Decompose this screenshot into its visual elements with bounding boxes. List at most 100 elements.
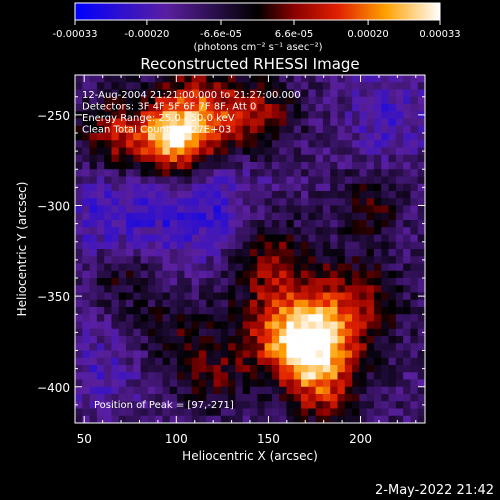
heatmap-cell (395, 278, 404, 286)
heatmap-cell (279, 212, 287, 221)
heatmap-cell (322, 263, 331, 272)
heatmap-cell (388, 299, 397, 308)
heatmap-cell (337, 96, 346, 105)
heatmap-cell (75, 307, 83, 315)
heatmap-cell (213, 154, 222, 163)
heatmap-cell (140, 212, 149, 221)
heatmap-cell (373, 154, 382, 163)
heatmap-cell (184, 125, 193, 134)
heatmap-cell (301, 350, 309, 359)
heatmap-cell (366, 169, 375, 177)
heatmap-cell (344, 75, 353, 83)
heatmap-cell (359, 227, 368, 235)
heatmap-cell (126, 401, 134, 409)
heatmap-cell (162, 314, 171, 322)
heatmap-cell (308, 249, 317, 257)
heatmap-cell (96, 307, 105, 315)
heatmap-cell (162, 249, 171, 257)
heatmap-cell (140, 133, 149, 141)
heatmap-cell (169, 205, 178, 214)
heatmap-cell (301, 227, 309, 235)
heatmap-cell (395, 249, 404, 257)
heatmap-cell (155, 394, 163, 402)
heatmap-cell (417, 350, 426, 359)
heatmap-cell (344, 386, 353, 395)
heatmap-cell (330, 343, 338, 351)
heatmap-cell (220, 314, 229, 322)
heatmap-cell (330, 321, 338, 330)
heatmap-cell (242, 205, 251, 214)
heatmap-cell (322, 205, 331, 214)
heatmap-cell (315, 321, 324, 330)
heatmap-cell (286, 118, 295, 127)
heatmap-cell (403, 336, 411, 344)
heatmap-cell (213, 328, 222, 337)
heatmap-cell (184, 140, 193, 148)
heatmap-cell (155, 133, 163, 141)
heatmap-cell (162, 154, 171, 163)
heatmap-cell (337, 104, 346, 112)
heatmap-cell (388, 162, 397, 170)
heatmap-cell (279, 372, 287, 380)
heatmap-cell (235, 263, 244, 272)
heatmap-cell (352, 227, 360, 235)
heatmap-cell (162, 401, 171, 409)
heatmap-cell (89, 285, 98, 293)
heatmap-cell (220, 125, 229, 134)
heatmap-cell (410, 125, 419, 134)
heatmap-cell (89, 321, 98, 330)
heatmap-cell (177, 220, 185, 228)
heatmap-cell (286, 292, 295, 301)
heatmap-cell (235, 169, 244, 177)
heatmap-cell (330, 111, 338, 119)
heatmap-cell (235, 154, 244, 163)
heatmap-cell (191, 278, 200, 286)
heatmap-cell (301, 234, 309, 243)
heatmap-cell (96, 278, 105, 286)
heatmap-cell (373, 176, 382, 185)
heatmap-cell (104, 176, 112, 185)
heatmap-cell (140, 111, 149, 119)
heatmap-cell (169, 350, 178, 359)
heatmap-cell (403, 278, 411, 286)
heatmap-cell (286, 350, 295, 359)
heatmap-cell (301, 249, 309, 257)
heatmap-cell (162, 321, 171, 330)
heatmap-cell (264, 118, 273, 127)
heatmap-cell (140, 162, 149, 170)
heatmap-cell (104, 408, 112, 417)
heatmap-cell (403, 270, 411, 279)
heatmap-cell (162, 147, 171, 156)
heatmap-cell (410, 386, 419, 395)
heatmap-cell (330, 292, 338, 301)
heatmap-cell (133, 96, 142, 105)
heatmap-cell (403, 96, 411, 105)
heatmap-cell (293, 198, 302, 206)
heatmap-cell (388, 220, 397, 228)
heatmap-cell (118, 118, 127, 127)
heatmap-cell (366, 147, 375, 156)
heatmap-cell (169, 75, 178, 83)
heatmap-cell (417, 256, 426, 264)
heatmap-cell (82, 321, 90, 330)
heatmap-cell (82, 365, 90, 373)
heatmap-cell (315, 292, 324, 301)
heatmap-cell (220, 241, 229, 250)
heatmap-cell (75, 154, 83, 163)
heatmap-cell (75, 394, 83, 402)
heatmap-cell (388, 191, 397, 199)
heatmap-cell (330, 205, 338, 214)
heatmap-cell (403, 125, 411, 134)
heatmap-cell (373, 118, 382, 127)
heatmap-cell (198, 386, 207, 395)
heatmap-cell (184, 133, 193, 141)
heatmap-cell (366, 205, 375, 214)
x-tick-label: 100 (165, 432, 188, 446)
heatmap-cell (177, 162, 185, 170)
heatmap-cell (381, 140, 389, 148)
heatmap-cell (373, 394, 382, 402)
heatmap-cell (133, 415, 142, 424)
heatmap-cell (359, 263, 368, 272)
heatmap-cell (344, 270, 353, 279)
heatmap-cell (220, 212, 229, 221)
